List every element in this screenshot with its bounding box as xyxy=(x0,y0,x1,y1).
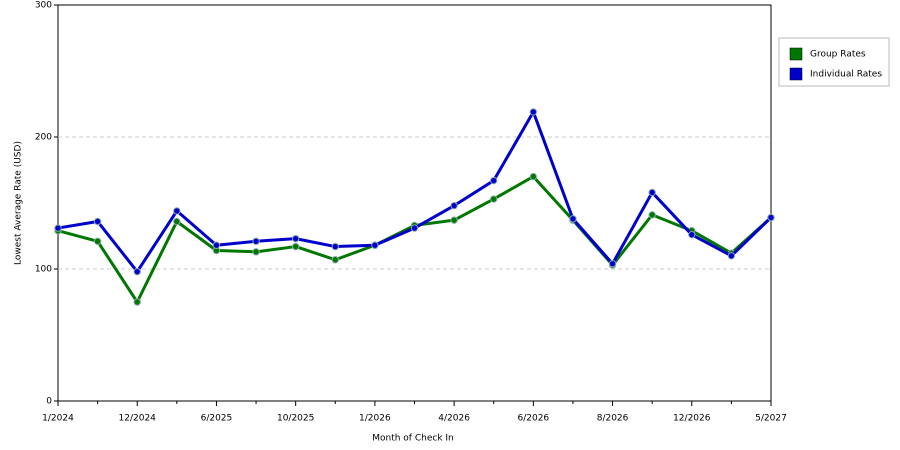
data-point xyxy=(291,242,300,251)
legend-swatch xyxy=(789,67,803,81)
x-tick-label: 8/2026 xyxy=(597,414,629,424)
y-axis-label: Lowest Average Rate (USD) xyxy=(14,141,24,265)
data-point xyxy=(688,230,696,239)
x-tick-label: 5/2027 xyxy=(755,414,787,424)
data-point xyxy=(648,211,656,219)
data-point xyxy=(331,256,339,264)
x-tick-label: 10/2025 xyxy=(277,414,314,424)
data-point xyxy=(93,217,102,226)
series-line xyxy=(57,175,773,304)
data-point xyxy=(133,267,141,276)
data-point xyxy=(450,201,458,210)
data-point xyxy=(727,252,736,260)
x-tick-label: 12/2026 xyxy=(673,414,711,424)
data-point xyxy=(410,224,419,232)
data-point xyxy=(529,108,538,116)
x-tick-label: 6/2026 xyxy=(517,414,549,424)
data-point xyxy=(252,248,260,256)
data-point xyxy=(173,217,181,226)
x-axis-label: Month of Check In xyxy=(372,434,454,444)
data-point xyxy=(608,260,617,268)
data-point xyxy=(173,207,181,215)
data-point xyxy=(54,224,62,232)
data-point xyxy=(331,242,339,251)
legend-label: Individual Rates xyxy=(810,70,882,80)
data-point xyxy=(291,234,300,243)
data-point xyxy=(767,213,775,222)
data-point xyxy=(450,216,458,224)
x-tick-label: 6/2025 xyxy=(201,414,233,424)
x-tick-label: 4/2026 xyxy=(438,414,470,424)
data-point xyxy=(490,195,498,203)
data-point xyxy=(133,298,141,306)
y-tick-label: 200 xyxy=(35,133,52,143)
legend-label: Group Rates xyxy=(810,50,866,60)
data-point xyxy=(93,237,102,245)
legend-swatch xyxy=(789,47,803,61)
x-tick-label: 12/2024 xyxy=(119,414,157,424)
y-tick-label: 300 xyxy=(35,1,52,11)
data-point xyxy=(529,172,538,181)
data-point xyxy=(490,176,498,185)
x-tick-label: 1/2024 xyxy=(42,414,74,424)
y-tick-label: 0 xyxy=(46,397,52,407)
data-point xyxy=(371,241,379,249)
data-point xyxy=(212,241,221,249)
data-point xyxy=(648,188,656,197)
data-point xyxy=(252,237,260,245)
x-tick-label: 1/2026 xyxy=(359,414,391,424)
data-point xyxy=(569,215,577,223)
y-tick-label: 100 xyxy=(35,265,52,275)
